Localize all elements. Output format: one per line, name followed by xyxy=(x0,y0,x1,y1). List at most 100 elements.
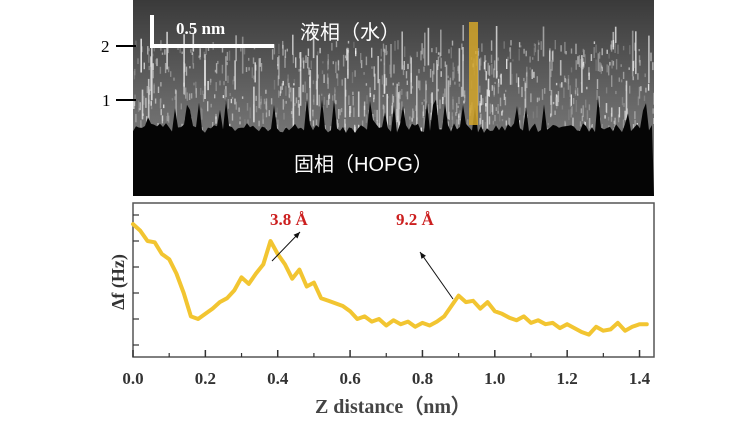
annotation-arrow-head xyxy=(420,252,426,259)
noise-speck xyxy=(238,107,240,112)
noise-speck xyxy=(287,78,289,86)
noise-speck xyxy=(397,40,399,50)
noise-speck xyxy=(601,48,603,56)
noise-speck xyxy=(501,109,504,113)
noise-speck xyxy=(564,78,566,83)
noise-streak xyxy=(390,44,392,78)
noise-speck xyxy=(209,78,212,86)
noise-speck xyxy=(536,97,539,103)
noise-speck xyxy=(480,57,482,66)
noise-speck xyxy=(422,105,425,117)
noise-speck xyxy=(407,63,409,70)
noise-speck xyxy=(399,121,401,126)
noise-speck xyxy=(157,86,160,93)
noise-speck xyxy=(262,119,264,124)
noise-speck xyxy=(353,107,355,118)
noise-speck xyxy=(533,47,536,56)
x-tick-label: 0.8 xyxy=(412,369,433,388)
noise-speck xyxy=(601,123,603,130)
noise-speck xyxy=(199,48,201,57)
noise-speck xyxy=(328,93,331,99)
noise-speck xyxy=(419,80,421,91)
noise-speck xyxy=(334,87,336,96)
noise-speck xyxy=(565,78,567,83)
noise-speck xyxy=(201,108,203,120)
noise-speck xyxy=(504,96,507,106)
noise-speck xyxy=(230,98,233,104)
noise-speck xyxy=(249,107,251,119)
noise-speck xyxy=(654,139,655,143)
noise-streak xyxy=(445,64,448,119)
noise-speck xyxy=(298,103,300,116)
noise-speck xyxy=(499,113,501,122)
noise-streak xyxy=(357,91,360,117)
noise-speck xyxy=(510,40,512,46)
noise-speck xyxy=(437,56,440,67)
noise-streak xyxy=(550,89,553,116)
noise-speck xyxy=(190,93,193,99)
noise-speck xyxy=(186,92,188,101)
noise-speck xyxy=(140,120,142,132)
noise-speck xyxy=(572,98,575,105)
noise-speck xyxy=(229,93,231,96)
noise-speck xyxy=(215,116,217,124)
noise-speck xyxy=(342,54,345,67)
noise-speck xyxy=(298,87,300,98)
noise-speck xyxy=(497,104,499,114)
noise-streak xyxy=(525,72,528,89)
noise-speck xyxy=(221,47,224,53)
noise-speck xyxy=(380,58,382,62)
noise-speck xyxy=(489,103,491,114)
noise-speck xyxy=(335,100,337,105)
noise-speck xyxy=(591,124,593,130)
noise-speck xyxy=(329,126,332,134)
noise-speck xyxy=(277,64,279,70)
layer-axis: 2 1 xyxy=(101,37,136,110)
noise-speck xyxy=(138,108,141,111)
noise-speck xyxy=(195,81,197,94)
noise-streak xyxy=(309,70,312,122)
noise-speck xyxy=(160,82,162,87)
noise-speck xyxy=(167,47,169,54)
x-tick-label: 0.0 xyxy=(122,369,143,388)
noise-speck xyxy=(174,89,177,94)
noise-speck xyxy=(273,44,276,55)
noise-streak xyxy=(192,33,195,52)
noise-speck xyxy=(582,105,584,118)
noise-speck xyxy=(570,67,573,73)
noise-speck xyxy=(245,67,248,72)
noise-speck xyxy=(618,107,621,118)
noise-speck xyxy=(278,90,280,98)
noise-speck xyxy=(353,41,355,48)
noise-speck xyxy=(483,61,486,70)
noise-speck xyxy=(623,103,625,107)
noise-streak xyxy=(447,80,450,120)
noise-speck xyxy=(323,74,325,83)
noise-speck xyxy=(493,60,496,71)
noise-speck xyxy=(278,43,280,54)
noise-speck xyxy=(247,119,249,128)
noise-speck xyxy=(538,97,540,101)
noise-speck xyxy=(485,96,487,103)
noise-speck xyxy=(561,82,563,88)
x-tick-label: 1.2 xyxy=(557,369,578,388)
noise-speck xyxy=(493,68,495,78)
noise-speck xyxy=(422,48,425,59)
noise-speck xyxy=(332,95,334,101)
noise-speck xyxy=(297,100,300,108)
noise-speck xyxy=(409,116,411,120)
noise-speck xyxy=(458,83,461,87)
noise-speck xyxy=(500,73,502,85)
noise-speck xyxy=(503,41,505,49)
noise-speck xyxy=(457,105,459,108)
noise-streak xyxy=(241,36,244,74)
noise-speck xyxy=(447,75,449,78)
x-tick-label: 1.0 xyxy=(484,369,505,388)
noise-speck xyxy=(265,112,268,118)
noise-speck xyxy=(255,106,258,113)
noise-speck xyxy=(511,74,513,85)
noise-speck xyxy=(207,101,209,112)
noise-speck xyxy=(149,89,151,95)
noise-speck xyxy=(487,62,489,75)
noise-speck xyxy=(418,69,420,74)
